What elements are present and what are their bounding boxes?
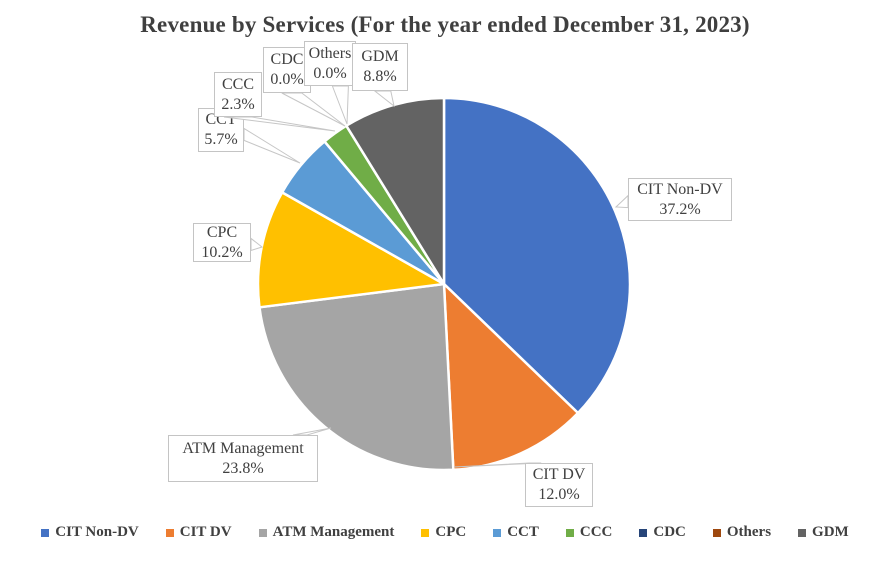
legend-marker-icon <box>165 528 174 537</box>
legend-item-ccc: CCC <box>565 524 613 541</box>
callout-value: 5.7% <box>204 131 238 148</box>
callout-cit-non-dv: CIT Non-DV 37.2% <box>628 178 732 221</box>
legend-label: ATM Management <box>272 524 395 540</box>
callout-category: CCC <box>221 75 254 93</box>
legend-label: CDC <box>653 524 686 540</box>
legend-marker-icon <box>565 528 574 537</box>
pie-slice-atm-management <box>258 282 455 472</box>
legend-label: CCC <box>579 524 613 540</box>
callout-cit-dv: CIT DV 12.0% <box>525 463 593 507</box>
callout-category: ATM Management <box>182 439 304 457</box>
callout-value: 23.8% <box>222 459 264 477</box>
legend-marker-icon <box>493 528 502 537</box>
legend-label: CIT Non-DV <box>55 524 139 540</box>
legend-marker-icon <box>712 528 721 537</box>
callout-value: 2.3% <box>221 95 255 113</box>
legend-label: CIT DV <box>179 524 232 540</box>
callout-value: 0.0% <box>313 64 347 82</box>
callout-category: Others <box>308 44 352 62</box>
legend-item-cdc: CDC <box>639 524 686 541</box>
legend-item-cit-non-dv: CIT Non-DV <box>41 524 139 541</box>
legend-marker-icon <box>421 528 430 537</box>
legend-marker-icon <box>258 528 267 537</box>
legend-item-atm-management: ATM Management <box>258 524 395 541</box>
chart-title: Revenue by Services (For the year ended … <box>140 12 750 37</box>
legend-marker-icon <box>41 528 50 537</box>
callout-category: CPC <box>206 223 238 241</box>
callout-value: 37.2% <box>659 200 701 218</box>
callout-gdm: GDM 8.8% <box>352 43 408 91</box>
callout-category: GDM <box>361 48 399 65</box>
legend-item-cpc: CPC <box>421 524 466 541</box>
legend-marker-icon <box>798 528 807 537</box>
legend: CIT Non-DV CIT DV ATM Management CPC CCT CCC C… <box>0 524 890 541</box>
callout-category: CIT DV <box>532 466 586 483</box>
pie-slice-cit-dv <box>442 282 580 472</box>
legend-item-gdm: GDM <box>798 524 849 541</box>
callout-category: CDC <box>270 51 304 68</box>
legend-item-others: Others <box>712 524 772 541</box>
pie-slice-cit-non-dv <box>442 96 632 415</box>
callout-value: 12.0% <box>538 486 580 503</box>
callout-ccc: CCC 2.3% <box>214 72 262 117</box>
callout-value: 8.8% <box>363 68 397 85</box>
legend-label: CCT <box>507 524 539 540</box>
legend-label: CPC <box>435 524 467 540</box>
legend-item-cct: CCT <box>493 524 539 541</box>
callout-cdc: CDC 0.0% <box>263 47 311 93</box>
legend-label: GDM <box>812 524 849 540</box>
callout-value: 0.0% <box>270 71 304 88</box>
callout-value: 10.2% <box>201 243 243 261</box>
legend-item-cit-dv: CIT DV <box>165 524 232 541</box>
callout-cpc: CPC 10.2% <box>193 223 251 262</box>
callout-others: Others 0.0% <box>304 41 356 86</box>
legend-label: Others <box>726 524 772 540</box>
callout-category: CIT Non-DV <box>637 180 723 198</box>
legend-marker-icon <box>639 528 648 537</box>
callout-atm-management: ATM Management 23.8% <box>168 435 318 482</box>
